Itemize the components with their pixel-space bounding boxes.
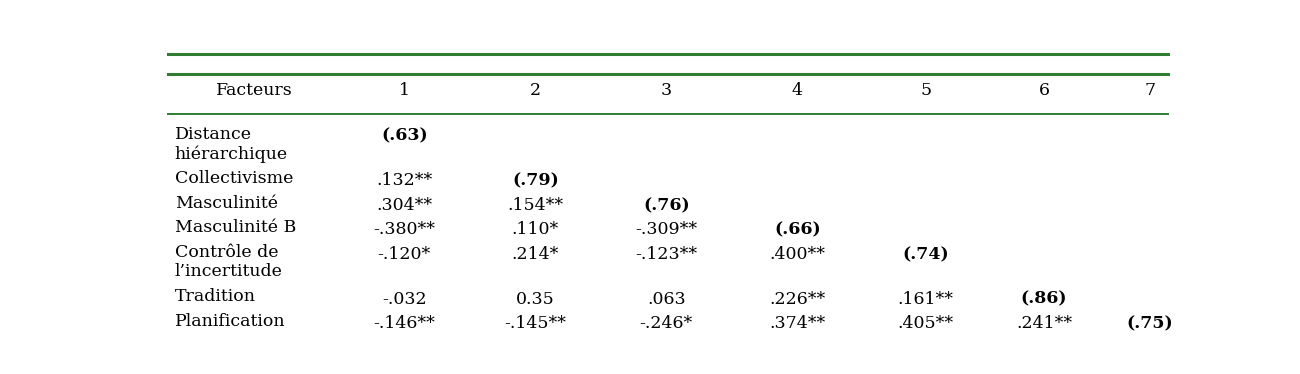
Text: .405**: .405** bbox=[897, 315, 954, 332]
Text: .241**: .241** bbox=[1017, 315, 1072, 332]
Text: (.76): (.76) bbox=[644, 197, 689, 214]
Text: .214*: .214* bbox=[512, 246, 559, 263]
Text: .063: .063 bbox=[647, 291, 685, 307]
Text: Collectivisme: Collectivisme bbox=[174, 170, 292, 187]
Text: .374**: .374** bbox=[770, 315, 826, 332]
Text: -.246*: -.246* bbox=[640, 315, 693, 332]
Text: -.032: -.032 bbox=[382, 291, 426, 307]
Text: .110*: .110* bbox=[512, 221, 559, 238]
Text: (.86): (.86) bbox=[1020, 291, 1067, 307]
Text: (.66): (.66) bbox=[774, 221, 820, 238]
Text: (.79): (.79) bbox=[512, 172, 559, 190]
Text: (.74): (.74) bbox=[902, 246, 949, 263]
Text: .161**: .161** bbox=[898, 291, 954, 307]
Text: -.120*: -.120* bbox=[378, 246, 430, 263]
Text: -.380**: -.380** bbox=[373, 221, 436, 238]
Text: 6: 6 bbox=[1039, 82, 1049, 99]
Text: 4: 4 bbox=[792, 82, 802, 99]
Text: .400**: .400** bbox=[770, 246, 826, 263]
Text: -.309**: -.309** bbox=[636, 221, 697, 238]
Text: 7: 7 bbox=[1144, 82, 1156, 99]
Text: -.145**: -.145** bbox=[504, 315, 567, 332]
Text: .154**: .154** bbox=[507, 197, 563, 214]
Text: 2: 2 bbox=[529, 82, 541, 99]
Text: -.123**: -.123** bbox=[636, 246, 697, 263]
Text: (.63): (.63) bbox=[381, 128, 428, 145]
Text: Masculinité B: Masculinité B bbox=[174, 219, 296, 236]
Text: Tradition: Tradition bbox=[174, 288, 256, 305]
Text: .226**: .226** bbox=[770, 291, 826, 307]
Text: Distance
hiérarchique: Distance hiérarchique bbox=[174, 126, 287, 163]
Text: 5: 5 bbox=[920, 82, 931, 99]
Text: .304**: .304** bbox=[376, 197, 433, 214]
Text: Planification: Planification bbox=[174, 313, 285, 330]
Text: 1: 1 bbox=[399, 82, 410, 99]
Text: 0.35: 0.35 bbox=[516, 291, 555, 307]
Text: Facteurs: Facteurs bbox=[216, 82, 292, 99]
Text: Masculinité: Masculinité bbox=[174, 194, 278, 212]
Text: .132**: .132** bbox=[376, 172, 433, 190]
Text: -.146**: -.146** bbox=[373, 315, 436, 332]
Text: 3: 3 bbox=[660, 82, 672, 99]
Text: Contrôle de
l’incertitude: Contrôle de l’incertitude bbox=[174, 243, 282, 280]
Text: (.75): (.75) bbox=[1127, 315, 1173, 332]
